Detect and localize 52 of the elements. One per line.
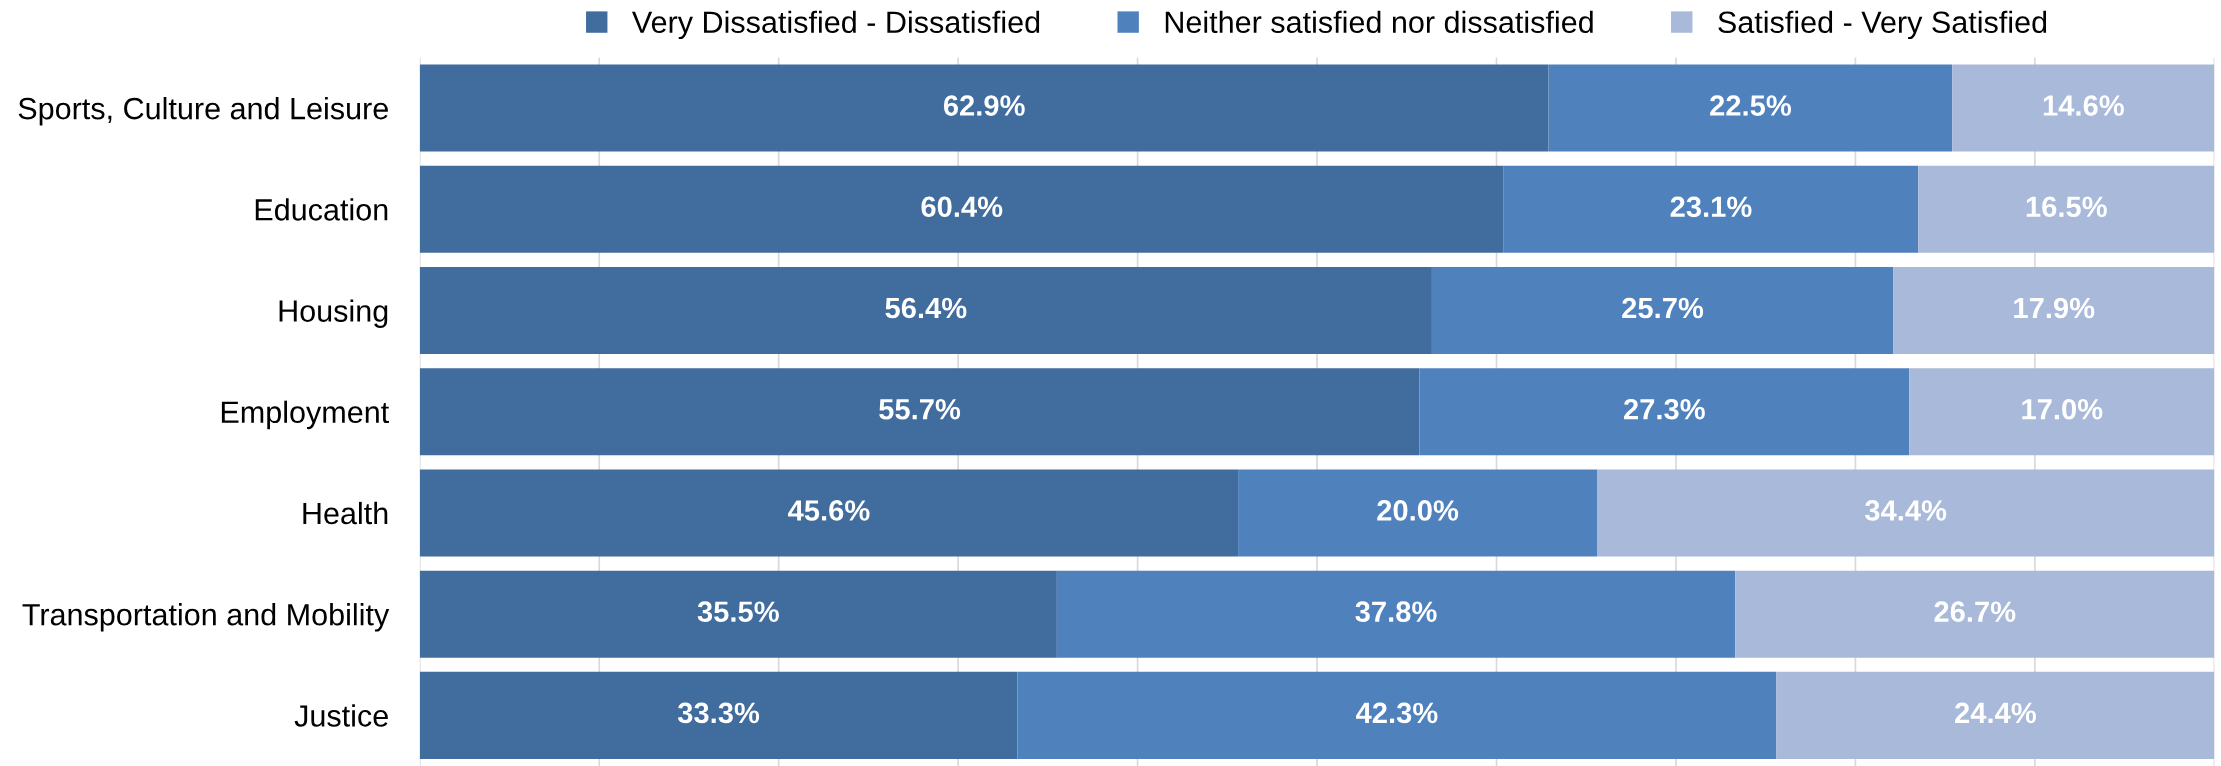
legend-label: Neither satisfied nor dissatisfied (1165, 10, 1593, 34)
bar (419, 165, 1504, 253)
y-tick-label: Health (303, 501, 388, 525)
bar (1017, 671, 1777, 759)
bar (1419, 368, 1910, 456)
data-label: 37.8% (1355, 601, 1437, 623)
data-label: 16.5% (2026, 196, 2107, 218)
bar (1735, 570, 2215, 658)
legend-label: Very Dissatisfied - Dissatisfied (632, 10, 1040, 40)
data-label: 25.7% (1622, 297, 1704, 319)
data-label: 62.9% (943, 95, 1025, 116)
data-label: 60.4% (921, 196, 1003, 218)
bar (1056, 570, 1736, 658)
bar (1909, 368, 2215, 456)
data-label: 34.4% (1864, 500, 1947, 521)
data-label: 33.3% (677, 702, 760, 724)
bar (419, 64, 1549, 152)
data-label: 45.6% (788, 500, 870, 521)
bar (1548, 64, 1953, 152)
data-label: 27.3% (1623, 398, 1705, 420)
y-tick-label: Transportation and Mobility (22, 603, 390, 632)
bar (419, 671, 1018, 759)
y-tick-label: Employment (221, 400, 389, 430)
bar (1238, 469, 1598, 557)
data-label: 56.4% (885, 297, 967, 319)
bar (1597, 469, 2215, 557)
bar (419, 469, 1239, 557)
bar (1431, 266, 1894, 355)
data-label: 35.5% (697, 601, 779, 623)
data-label: 17.0% (2022, 398, 2103, 420)
y-tick-label: Education (255, 198, 388, 221)
data-label: 24.4% (1955, 702, 2036, 724)
bar (1503, 165, 1919, 253)
bar (1952, 64, 2215, 152)
data-label: 55.7% (879, 398, 961, 420)
bar (419, 266, 1432, 355)
data-label: 20.0% (1377, 500, 1459, 521)
data-label: 14.6% (2043, 95, 2124, 116)
data-label: 17.9% (2014, 297, 2095, 319)
data-label: 26.7% (1934, 601, 2016, 622)
data-label: 42.3% (1356, 702, 1438, 724)
bar (419, 368, 1420, 456)
bar (1776, 671, 2215, 759)
bar (1893, 266, 2215, 355)
y-tick-label: Justice (294, 704, 388, 727)
y-tick-label: Sports, Culture and Leisure (18, 96, 388, 126)
data-label: 23.1% (1670, 196, 1752, 218)
bar (1918, 165, 2215, 253)
y-tick-label: Housing (279, 299, 388, 328)
bar (419, 570, 1057, 658)
data-label: 22.5% (1710, 95, 1792, 116)
legend-label: Satisfied - Very Satisfied (1718, 10, 2047, 40)
